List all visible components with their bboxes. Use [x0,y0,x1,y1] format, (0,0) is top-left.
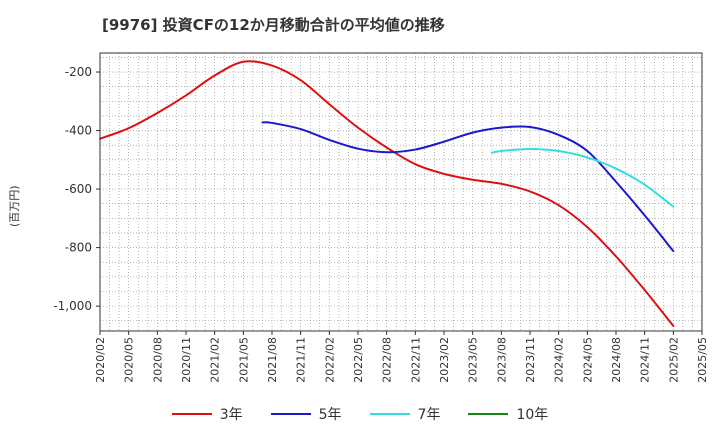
x-tick-label: 2024/05 [581,337,594,383]
legend-swatch [270,413,311,415]
x-tick-label: 2020/08 [151,337,164,383]
x-tick-label: 2023/02 [438,337,451,383]
x-tick-label: 2021/08 [266,337,279,383]
chart-title: [9976] 投資CFの12か月移動合計の平均値の推移 [102,16,445,34]
plot-area [100,53,702,331]
legend-swatch [369,413,410,415]
legend-label: 5年 [318,407,342,423]
x-tick-label: 2020/05 [123,337,136,383]
x-tick-label: 2024/02 [553,337,566,383]
x-tick-label: 2020/02 [94,337,107,383]
legend-item: 5年 [270,404,342,424]
plot-frame [99,52,703,332]
x-tick-label: 2020/11 [180,337,193,383]
legend-item: 3年 [171,404,243,424]
series-line-5年 [261,121,675,253]
x-tick-label: 2023/05 [467,337,480,383]
x-tick-label: 2025/05 [696,337,709,383]
x-tick-label: 2021/11 [295,337,308,383]
series-line-3年 [99,60,675,328]
legend-item: 10年 [468,404,548,424]
legend-item: 7年 [369,404,441,424]
x-tick-label: 2022/08 [381,337,394,383]
x-tick-label: 2025/02 [667,337,680,383]
x-tick-label: 2021/02 [209,337,222,383]
x-tick-label: 2022/05 [352,337,365,383]
x-tick-label: 2022/11 [409,337,422,383]
x-tick-label: 2023/11 [524,337,537,383]
axes: -200 -400 -600 -800 -1,000 2020/02 2020/05 2020… [53,52,709,383]
series-line-7年 [490,147,675,208]
series-lines [99,60,675,328]
x-tick-label: 2022/02 [323,337,336,383]
legend-swatch [468,413,509,415]
legend-label: 10年 [516,407,549,423]
x-tick-label: 2023/08 [495,337,508,383]
y-tick-label: -1,000 [53,299,92,313]
legend-swatch [171,413,212,415]
legend-label: 7年 [417,407,441,423]
y-tick-label: -400 [65,124,92,138]
y-tick-label: -800 [65,241,92,255]
legend: 3年 5年 7年 10年 [0,404,720,424]
x-tick-label: 2021/05 [237,337,250,383]
y-tick-label: -600 [65,182,92,196]
x-tick-label: 2024/11 [639,337,652,383]
x-tick-label: 2024/08 [610,337,623,383]
grid-lines [99,53,703,331]
legend-label: 3年 [219,407,243,423]
y-tick-label: -200 [65,65,92,79]
